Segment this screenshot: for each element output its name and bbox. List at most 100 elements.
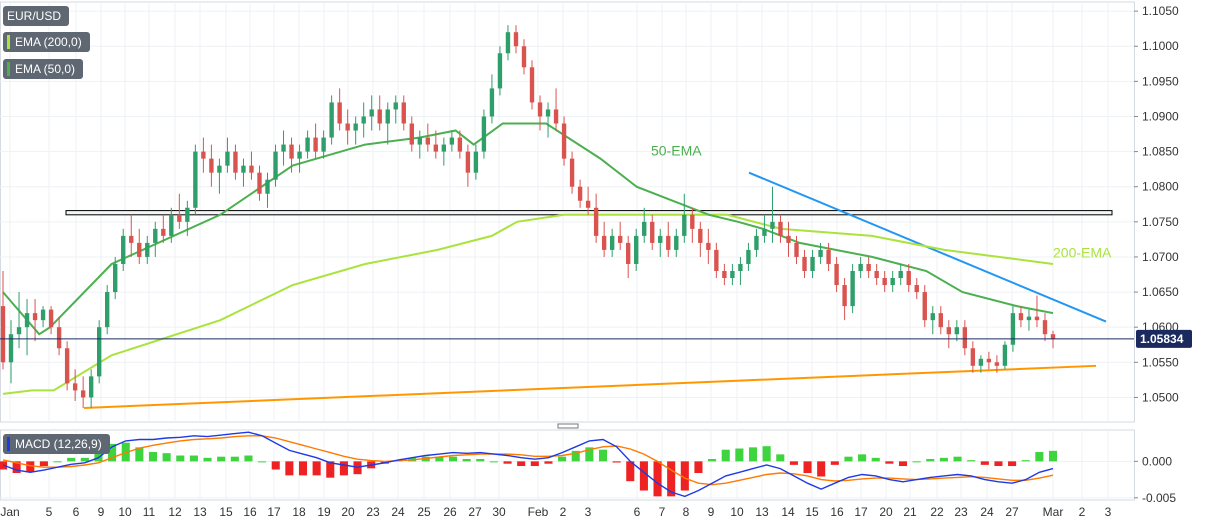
x-tick-label: 9 [708, 505, 715, 519]
x-tick-label: Jan [0, 505, 19, 519]
candle-body [714, 249, 719, 271]
candle-body [754, 235, 759, 250]
candle-body [161, 228, 166, 236]
macd-badge[interactable]: MACD (12,26,9) [3, 434, 110, 454]
y-tick-label: 1.0650 [1142, 285, 1179, 299]
candle-body [64, 348, 70, 384]
macd-panel-frame [0, 429, 1135, 501]
candle-body [738, 263, 743, 271]
x-tick-label: 2 [560, 505, 567, 519]
candle-body [674, 235, 679, 250]
macd-histogram-bar [953, 456, 962, 462]
symbol-badge[interactable]: EUR/USD [3, 6, 70, 26]
candle-body [666, 235, 671, 250]
candle-body [1026, 316, 1032, 321]
candle-body [545, 109, 551, 117]
macd-histogram-bar [926, 459, 935, 462]
candle-body [297, 151, 302, 159]
candle-body [497, 53, 503, 89]
candle-body [129, 235, 134, 243]
macd-histogram-bar [939, 457, 948, 462]
candle-body [842, 285, 847, 307]
x-tick-label: 7 [659, 505, 666, 519]
candle-body [385, 109, 390, 124]
candle-body [585, 200, 591, 208]
candle-body [986, 358, 992, 363]
macd-histogram-bar [1048, 450, 1058, 462]
candle-body [209, 158, 214, 173]
x-tick-label: 18 [292, 505, 306, 519]
y-tick-label: 1.0800 [1142, 180, 1179, 194]
ema50-swatch [7, 61, 10, 76]
candle-body [113, 263, 118, 293]
candle-body [617, 235, 623, 243]
axes: Jan 5 6 9 10 11 12 13 15 16 17 18 19 20 23 24 25 26 27 30 Fe… [0, 4, 1179, 519]
candle-body [601, 235, 607, 250]
ema200-label: EMA (200,0) [15, 35, 82, 49]
candle-body [137, 242, 142, 257]
candle-body [353, 123, 358, 131]
candle-body [561, 123, 567, 159]
macd-histogram-bar [885, 461, 894, 464]
macd-histogram-bar [435, 456, 444, 462]
candle-body [257, 172, 262, 194]
macd-histogram-bar [298, 461, 308, 476]
ema200-line [2, 213, 1054, 395]
macd-histogram-bar [517, 461, 526, 467]
x-tick-label: 20 [879, 505, 893, 519]
x-tick-label: 10 [118, 505, 132, 519]
candle-body [513, 32, 519, 47]
x-tick-label: 15 [219, 505, 233, 519]
x-tick-label: 20 [341, 505, 355, 519]
macd-histogram-bar [626, 461, 635, 482]
ema50-badge[interactable]: EMA (50,0) [3, 59, 84, 79]
candle-body [177, 214, 182, 222]
candle-body [874, 270, 879, 279]
candle-body [329, 102, 334, 138]
ema200-badge[interactable]: EMA (200,0) [3, 32, 90, 52]
candle-body [978, 358, 984, 366]
candle-body [650, 221, 655, 243]
macd-histogram-bar [585, 447, 594, 462]
macd-histogram-bar [230, 456, 239, 462]
y-tick-label: 1.0900 [1142, 109, 1179, 123]
macd-histogram-bar [980, 461, 989, 465]
candle-body [898, 270, 903, 279]
macd-histogram-bar [571, 450, 580, 462]
candle-body [441, 144, 447, 152]
candle-body [826, 249, 831, 264]
candle-body [273, 151, 278, 180]
candle-body [88, 376, 94, 398]
x-tick-label: Mar [1043, 505, 1064, 519]
macd-histogram-bar [680, 461, 689, 491]
candle-body [193, 151, 198, 208]
macd-histogram-bar [80, 457, 89, 462]
candle-body [786, 235, 791, 243]
x-tick-label: 24 [391, 505, 405, 519]
x-tick-label: 17 [267, 505, 281, 519]
x-tick-label: 6 [73, 505, 80, 519]
macd-panel [0, 431, 1058, 498]
candle-body [217, 165, 222, 173]
ema-lines [2, 122, 1054, 395]
candle-body [537, 102, 543, 117]
candle-body [577, 186, 583, 201]
ema200-swatch [7, 34, 10, 49]
candle-body [16, 327, 22, 335]
grid [0, 1, 1135, 501]
candle-body [1050, 334, 1056, 340]
candle-body [922, 292, 927, 321]
macd-histogram-bar [844, 456, 853, 462]
macd-histogram-bar [748, 447, 758, 462]
candle-body [706, 242, 711, 250]
candle-body [1042, 320, 1048, 335]
macd-histogram-bar [26, 461, 35, 472]
macd-histogram-bar [912, 461, 921, 463]
candle-body [946, 327, 951, 335]
macd-histogram-bar [67, 457, 76, 462]
candle-body [473, 151, 479, 173]
candle-body [642, 221, 647, 236]
x-tick-label: 8 [683, 505, 690, 519]
candle-body [794, 242, 799, 257]
candle-body [80, 390, 86, 398]
